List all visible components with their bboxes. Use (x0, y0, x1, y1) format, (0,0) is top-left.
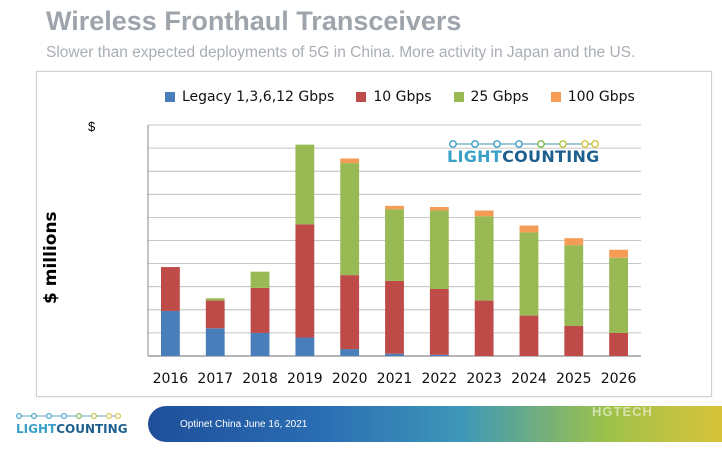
x-tick-label: 2024 (511, 371, 547, 387)
x-tick-label: 2025 (556, 371, 592, 387)
bar-2023-series-3 (474, 210, 494, 217)
footer-logo-counting: COUNTING (56, 422, 128, 436)
chart-frame: 2016 2017 2018 2019 2020 2021 2022 2023 2024 2025… (36, 71, 712, 397)
footer-event-text: Optinet China June 16, 2021 (180, 419, 308, 430)
footer-logo-light: LIGHT (16, 422, 57, 436)
legend-swatch-25g (453, 92, 464, 102)
x-tick-label: 2023 (466, 371, 502, 387)
bar-2026-series-1 (609, 332, 629, 356)
legend-item-100g: 100 Gbps (550, 89, 635, 105)
x-tick-label: 2018 (242, 371, 278, 387)
bar-2021-series-2 (385, 209, 404, 281)
lightcounting-logo-text: LIGHTCOUNTING (447, 147, 600, 166)
footer-logo-text: LIGHTCOUNTING (16, 422, 128, 436)
bar-2020-series-0 (340, 349, 360, 356)
x-tick-label: 2026 (601, 371, 637, 387)
footer-logo-dots-icon (16, 413, 121, 419)
x-tick-label: 2016 (153, 371, 189, 387)
bar-2019-series-0 (295, 337, 315, 356)
bar-2022-series-3 (429, 207, 449, 211)
bar-2021-series-0 (385, 353, 404, 356)
bar-2016-series-0 (160, 310, 180, 356)
bar-2023-series-1 (474, 300, 494, 356)
bar-2019-series-2 (295, 144, 315, 225)
legend-label-100g: 100 Gbps (567, 89, 635, 105)
x-tick-label: 2021 (377, 371, 413, 387)
bar-2026-series-2 (609, 257, 629, 333)
bar-2026-series-3 (609, 249, 629, 258)
legend-item-25g: 25 Gbps (453, 89, 529, 105)
bar-2025-series-1 (564, 325, 584, 356)
bar-2025-series-3 (564, 238, 584, 246)
bar-2018-series-2 (250, 271, 270, 288)
bar-2018-series-0 (250, 332, 270, 356)
legend-swatch-100g (550, 92, 561, 102)
chart-legend: Legacy 1,3,6,12 Gbps 10 Gbps 25 Gbps 100… (165, 89, 635, 105)
bar-2025-series-2 (564, 245, 584, 326)
bar-2021-series-1 (385, 280, 404, 354)
bar-2022-series-2 (429, 210, 449, 290)
legend-swatch-10g (356, 92, 367, 102)
logo-light-text: LIGHT (447, 147, 503, 166)
bar-2017-series-1 (205, 300, 225, 329)
logo-counting-text: COUNTING (502, 147, 600, 166)
bar-2022-series-0 (429, 354, 449, 356)
legend-label-legacy: Legacy 1,3,6,12 Gbps (182, 89, 335, 105)
bar-2021-series-3 (385, 205, 404, 210)
watermark-text: HGTECH (592, 404, 653, 419)
bar-2024-series-3 (519, 225, 539, 233)
x-tick-label: 2022 (421, 371, 457, 387)
lightcounting-logo-dots-icon (449, 140, 599, 148)
bar-2020-series-1 (340, 275, 360, 350)
bar-2019-series-1 (295, 224, 315, 338)
bar-2022-series-1 (429, 289, 449, 355)
page-title: Wireless Fronthaul Transceivers (46, 6, 462, 36)
stacked-bar-chart: 2016 2017 2018 2019 2020 2021 2022 2023 2024 2025… (147, 124, 641, 387)
bar-2020-series-3 (340, 158, 360, 164)
bar-2024-series-1 (519, 315, 539, 356)
legend-label-10g: 10 Gbps (373, 89, 432, 105)
y-axis-unit: $ (88, 119, 96, 134)
x-tick-label: 2019 (287, 371, 323, 387)
bar-2023-series-2 (474, 216, 494, 301)
bar-2024-series-2 (519, 232, 539, 316)
x-tick-label: 2020 (332, 371, 368, 387)
bar-2017-series-2 (205, 298, 225, 301)
bar-2018-series-1 (250, 287, 270, 333)
x-tick-label: 2017 (197, 371, 233, 387)
page-subtitle: Slower than expected deployments of 5G i… (46, 44, 636, 61)
bar-2016-series-1 (160, 267, 180, 311)
footer-bar (148, 406, 722, 442)
legend-swatch-legacy (165, 92, 175, 102)
bar-2017-series-0 (205, 328, 225, 356)
bar-2020-series-2 (340, 163, 360, 276)
y-axis-label: $ millions (41, 211, 61, 304)
legend-label-25g: 25 Gbps (470, 89, 529, 105)
legend-item-legacy: Legacy 1,3,6,12 Gbps (165, 89, 334, 105)
legend-item-10g: 10 Gbps (356, 89, 432, 105)
